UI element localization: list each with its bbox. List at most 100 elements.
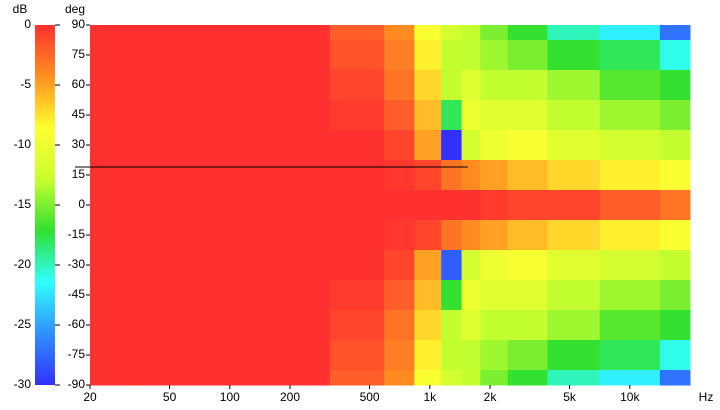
heat-cell: [384, 25, 415, 41]
heat-cell: [329, 340, 385, 371]
heat-cell: [90, 100, 131, 131]
colorbar-tick-label: -30: [14, 377, 32, 391]
x-tick-label: 1k: [423, 390, 437, 404]
heat-cell: [199, 70, 261, 101]
colorbar-tick-label: 0: [24, 17, 31, 31]
heat-cell: [384, 250, 415, 281]
heat-cell: [414, 280, 442, 311]
heat-cell: [547, 370, 601, 386]
heat-cell: [599, 310, 661, 341]
heat-cell: [659, 100, 691, 131]
x-tick-label: 10k: [620, 390, 640, 404]
heat-cell: [329, 70, 385, 101]
heat-cell: [129, 190, 201, 221]
heat-cell: [507, 310, 548, 341]
heat-cell: [480, 220, 509, 251]
heat-cell: [384, 190, 415, 221]
colorbar-tick-label: -20: [14, 257, 32, 271]
heat-cell: [329, 40, 385, 71]
heat-cell: [384, 100, 415, 131]
heat-cell: [441, 70, 463, 101]
heat-cell: [547, 310, 601, 341]
heat-cell: [384, 370, 415, 386]
heat-cell: [129, 130, 201, 161]
y-tick-label: 60: [72, 77, 86, 91]
heat-cell: [329, 220, 385, 251]
heat-cell: [90, 250, 131, 281]
heat-cell: [129, 250, 201, 281]
heat-cell: [441, 340, 463, 371]
heat-cell: [659, 25, 691, 41]
heat-cell: [507, 130, 548, 161]
heat-cell: [480, 370, 509, 386]
heat-cell: [547, 130, 601, 161]
heat-cell: [414, 250, 442, 281]
heat-cell: [90, 190, 131, 221]
heat-cell: [441, 40, 463, 71]
heat-cell: [461, 40, 481, 71]
heat-cell: [414, 160, 442, 191]
heat-cell: [461, 160, 481, 191]
heat-cell: [461, 70, 481, 101]
heat-cell: [599, 280, 661, 311]
heat-cell: [129, 70, 201, 101]
colorbar-tick-label: -15: [14, 197, 32, 211]
heat-cell: [259, 220, 331, 251]
heat-cell: [599, 250, 661, 281]
y-tick-label: 90: [72, 17, 86, 31]
heat-cell: [480, 340, 509, 371]
heat-cell: [547, 280, 601, 311]
heat-cell: [384, 340, 415, 371]
heat-cell: [599, 70, 661, 101]
x-tick-label: 5k: [563, 390, 577, 404]
heat-cell: [259, 310, 331, 341]
heat-cell: [259, 70, 331, 101]
heat-cell: [659, 70, 691, 101]
heat-cell: [659, 310, 691, 341]
colorbar-tick-label: -10: [14, 137, 32, 151]
y-tick-label: -30: [68, 257, 86, 271]
heat-cell: [90, 160, 131, 191]
heat-cell: [507, 160, 548, 191]
heat-cell: [129, 100, 201, 131]
heat-cell: [547, 220, 601, 251]
y-tick-label: -60: [68, 317, 86, 331]
heat-cell: [461, 280, 481, 311]
colorbar: [35, 25, 55, 385]
heat-cell: [659, 370, 691, 386]
heat-cell: [599, 160, 661, 191]
heat-cell: [199, 370, 261, 386]
heat-cell: [659, 190, 691, 221]
heat-cell: [480, 130, 509, 161]
heat-cell: [199, 340, 261, 371]
heat-cell: [129, 220, 201, 251]
heat-cell: [659, 250, 691, 281]
heat-cell: [199, 100, 261, 131]
heat-cell: [90, 340, 131, 371]
heat-cell: [129, 40, 201, 71]
heat-cell: [129, 310, 201, 341]
heat-cell: [259, 250, 331, 281]
x-tick-label: 20: [83, 390, 97, 404]
heat-cell: [329, 160, 385, 191]
heat-cell: [259, 370, 331, 386]
heat-cell: [90, 310, 131, 341]
x-unit: Hz: [699, 390, 714, 404]
heat-cell: [461, 25, 481, 41]
heat-cell: [384, 70, 415, 101]
heat-cell: [90, 70, 131, 101]
heat-cell: [599, 100, 661, 131]
heat-cell: [259, 190, 331, 221]
y-tick-label: 45: [72, 107, 86, 121]
heat-cell: [441, 190, 463, 221]
heat-cell: [547, 190, 601, 221]
heat-cell: [384, 280, 415, 311]
heat-cell: [384, 160, 415, 191]
y-tick-label: 15: [72, 167, 86, 181]
heat-cell: [599, 370, 661, 386]
heat-cell: [507, 100, 548, 131]
heat-cell: [384, 310, 415, 341]
heat-cell: [199, 310, 261, 341]
heat-cell: [507, 250, 548, 281]
